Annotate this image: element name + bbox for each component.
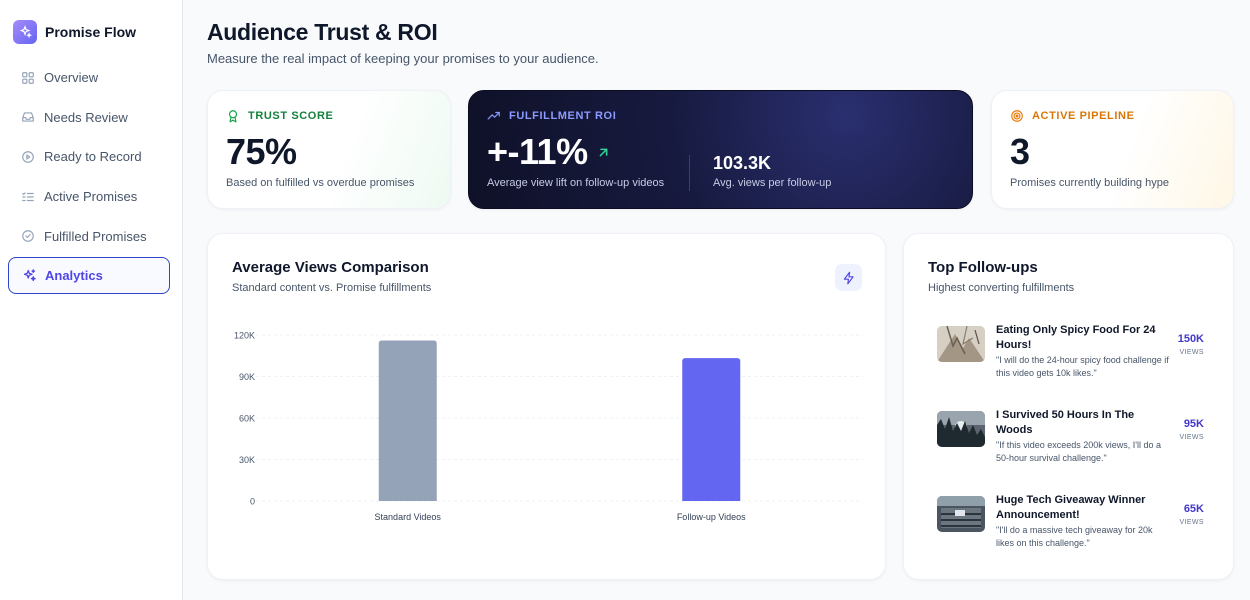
fulfillment-roi-card: FULFILLMENT ROI +-11% Average view lift … (468, 90, 973, 209)
bolt-button[interactable] (835, 264, 862, 291)
followup-quote: "If this video exceeds 200k views, I'll … (996, 440, 1161, 463)
y-tick-label: 90K (239, 372, 255, 382)
trust-score-label: TRUST SCORE (226, 109, 333, 123)
followup-views: 65K (1183, 503, 1204, 515)
target-icon (1010, 109, 1024, 123)
followup-thumbnail (937, 326, 985, 362)
trust-score-card: TRUST SCORE 75% Based on fulfilled vs ov… (207, 90, 451, 209)
active-pipeline-label-text: ACTIVE PIPELINE (1032, 110, 1135, 122)
sidebar-item-label: Fulfilled Promises (44, 228, 147, 244)
brand-logo-icon (13, 19, 37, 44)
trust-score-label-text: TRUST SCORE (248, 110, 334, 122)
followup-views: 150K (1177, 333, 1204, 345)
grid-icon (20, 70, 36, 86)
fulfillment-roi-label: FULFILLMENT ROI (487, 109, 616, 123)
chart-title: Average Views Comparison (232, 259, 429, 276)
check-circle-icon (20, 228, 36, 244)
sidebar-item-label: Needs Review (44, 109, 128, 125)
inbox-icon (20, 109, 36, 125)
followup-thumbnail (937, 411, 985, 447)
fulfillment-roi-value-row: +-11% (487, 131, 611, 173)
sidebar-item-overview[interactable]: Overview (8, 59, 170, 96)
brand[interactable]: Promise Flow (0, 0, 182, 50)
followup-thumbnail (937, 496, 985, 532)
sidebar-item-label: Analytics (45, 268, 103, 284)
sidebar-item-fulfilled-promises[interactable]: Fulfilled Promises (8, 218, 170, 255)
y-tick-label: 30K (239, 455, 255, 465)
fulfillment-roi-desc: Average view lift on follow-up videos (487, 177, 665, 189)
sparkles-icon (21, 268, 37, 284)
bolt-icon (842, 271, 856, 285)
sidebar-item-label: Overview (44, 70, 99, 85)
avg-views-desc: Avg. views per follow-up (713, 177, 832, 189)
sidebar-item-active-promises[interactable]: Active Promises (8, 178, 170, 215)
followup-quote: "I'll do a massive tech giveaway for 20k… (996, 525, 1153, 548)
followup-item[interactable]: I Survived 50 Hours In The Woods "If thi… (937, 408, 1227, 468)
arrow-up-right-icon (596, 145, 611, 160)
fulfillment-roi-value: +-11% (487, 131, 588, 172)
y-tick-label: 60K (239, 414, 255, 424)
fulfillment-roi-label-text: FULFILLMENT ROI (509, 110, 617, 122)
chart-bar (378, 340, 437, 501)
bar-chart: 0 30K 60K 90K 120K Standard Videos Follow-up V… (234, 331, 863, 522)
chart-subtitle: Standard content vs. Promise fulfillment… (232, 282, 432, 294)
page-subtitle: Measure the real impact of keeping your … (207, 51, 599, 66)
followup-views-unit: VIEWS (1179, 434, 1204, 441)
sidebar-item-label: Ready to Record (44, 149, 142, 165)
x-tick-label: Standard Videos (375, 512, 442, 522)
list-check-icon (20, 189, 36, 205)
sidebar: Promise Flow Overview Needs Review Ready… (0, 0, 183, 600)
avg-views-value: 103.3K (713, 153, 772, 173)
followup-views-unit: VIEWS (1179, 519, 1204, 526)
top-followups-title: Top Follow-ups (928, 259, 1038, 276)
followup-title: Eating Only Spicy Food For 24 Hours! (996, 324, 1156, 351)
followup-title: Huge Tech Giveaway Winner Announcement! (996, 494, 1146, 521)
chart-bar (682, 358, 741, 501)
top-followups-subtitle: Highest converting fulfillments (928, 282, 1075, 294)
page-title: Audience Trust & ROI (207, 19, 438, 45)
brand-name: Promise Flow (45, 23, 137, 40)
active-pipeline-value: 3 (1010, 131, 1030, 172)
roi-divider (689, 155, 690, 191)
trust-score-desc: Based on fulfilled vs overdue promises (226, 177, 415, 189)
followup-quote: "I will do the 24-hour spicy food challe… (996, 355, 1169, 378)
play-circle-icon (20, 149, 36, 165)
active-pipeline-card: ACTIVE PIPELINE 3 Promises currently bui… (991, 90, 1234, 209)
followup-item[interactable]: Eating Only Spicy Food For 24 Hours! "I … (937, 323, 1227, 383)
x-tick-label: Follow-up Videos (677, 512, 746, 522)
followup-views: 95K (1183, 418, 1204, 430)
active-pipeline-desc: Promises currently building hype (1010, 177, 1169, 189)
trending-up-icon (487, 109, 501, 123)
sidebar-item-analytics[interactable]: Analytics (8, 257, 170, 295)
followup-views-unit: VIEWS (1179, 349, 1204, 356)
sidebar-item-needs-review[interactable]: Needs Review (8, 99, 170, 136)
active-pipeline-label: ACTIVE PIPELINE (1010, 109, 1135, 123)
average-views-chart-card: Average Views Comparison Standard conten… (207, 233, 886, 580)
sidebar-nav: Overview Needs Review Ready to Record Ac… (0, 59, 182, 295)
main-content: Audience Trust & ROI Measure the real im… (184, 0, 1250, 600)
sidebar-item-ready-to-record[interactable]: Ready to Record (8, 138, 170, 175)
followup-item[interactable]: Huge Tech Giveaway Winner Announcement! … (937, 493, 1227, 553)
top-followups-card: Top Follow-ups Highest converting fulfil… (903, 233, 1234, 580)
sidebar-item-label: Active Promises (44, 189, 138, 205)
y-tick-label: 120K (234, 331, 255, 341)
trust-score-value: 75% (226, 131, 297, 172)
followup-title: I Survived 50 Hours In The Woods (996, 409, 1135, 436)
award-icon (226, 109, 240, 123)
y-tick-label: 0 (250, 497, 255, 507)
